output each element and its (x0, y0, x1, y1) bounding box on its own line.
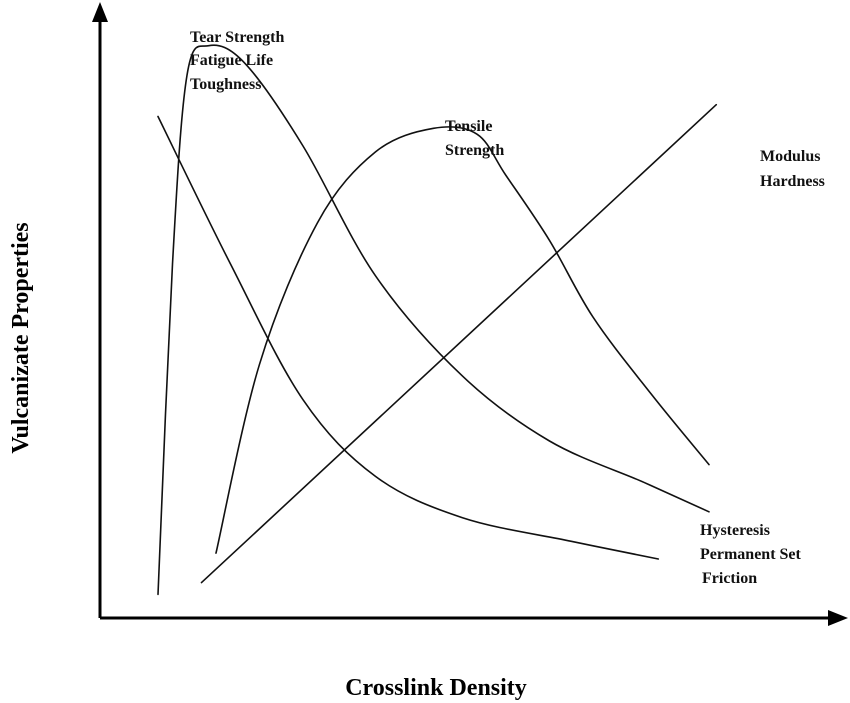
label-tensile-group: Tensile Strength (445, 118, 504, 159)
label-tensile: Tensile (445, 118, 492, 135)
series-curves (157, 44, 718, 596)
label-tear-strength-group: Tear Strength Fatigue Life Toughness (190, 29, 284, 93)
y-axis-arrow (92, 2, 108, 22)
label-fatigue-life: Fatigue Life (190, 52, 273, 69)
label-strength: Strength (445, 142, 504, 159)
label-modulus-group: Modulus Hardness (760, 148, 825, 190)
x-axis-title: Crosslink Density (345, 675, 527, 701)
series-line-tensile-strength (215, 126, 710, 554)
label-friction: Friction (702, 570, 757, 587)
label-hysteresis-group: Hysteresis Permanent Set Friction (700, 522, 802, 587)
label-hysteresis: Hysteresis (700, 522, 770, 539)
label-toughness: Toughness (190, 76, 261, 93)
label-hardness: Hardness (760, 173, 825, 190)
x-axis-arrow (828, 610, 848, 626)
label-permanent-set: Permanent Set (700, 546, 802, 563)
series-line-tear-strength (157, 44, 710, 596)
label-modulus: Modulus (760, 148, 820, 165)
series-line-hysteresis (157, 115, 660, 560)
series-line-modulus-hardness (200, 103, 718, 584)
y-axis-title: Vulcanizate Properties (8, 222, 34, 453)
label-tear-strength: Tear Strength (190, 29, 284, 46)
